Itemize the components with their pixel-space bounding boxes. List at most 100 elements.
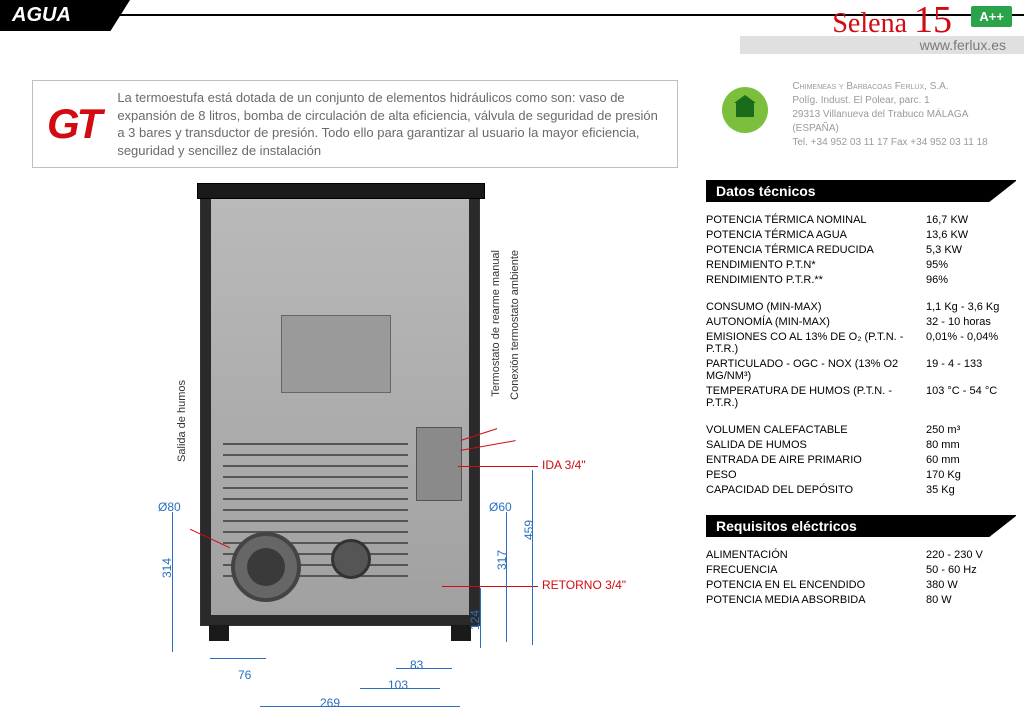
smoke-outlet: [231, 532, 301, 602]
company-info: Chimeneas y Barbacoas Ferlux, S.A. Políg…: [792, 80, 1012, 150]
dim-459: 459: [522, 520, 536, 540]
spec-label: Peso: [706, 469, 926, 481]
spec-row: Potencia en el encendido380 W: [706, 577, 1016, 592]
label-salida-humos: Salida de humos: [176, 380, 188, 462]
product-number: 15: [914, 0, 952, 41]
spec-label: Particulado - OGC - NOX (13% O2 mg/Nm³): [706, 358, 926, 382]
main: Salida de humos Termostato de rearme man…: [0, 180, 1024, 710]
eco-circle-icon: [722, 87, 768, 133]
product-text: Selena: [832, 8, 907, 39]
spec-value: 0,01% - 0,04%: [926, 331, 1016, 355]
spec-label: Alimentación: [706, 549, 926, 561]
spec-label: Potencia térmica reducida: [706, 244, 926, 256]
company-tel: Tel. +34 952 03 11 17 Fax +34 952 03 11 …: [792, 136, 1012, 150]
dim-60: Ø60: [489, 500, 512, 514]
spec-label: Rendimiento P.T.R.**: [706, 274, 926, 286]
spec-row: Particulado - OGC - NOX (13% O2 mg/Nm³)1…: [706, 356, 1016, 383]
elec-table: Alimentación220 - 230 VFrecuencia50 - 60…: [706, 547, 1016, 607]
legs: [201, 625, 479, 641]
callout-ida-line: [458, 466, 538, 467]
spec-label: Potencia media absorbida: [706, 594, 926, 606]
spec-value: 220 - 230 V: [926, 549, 1016, 561]
spec-row: Autonomía (min-max)32 - 10 horas: [706, 314, 1016, 329]
spec-value: 35 Kg: [926, 484, 1016, 496]
spec-value: 380 W: [926, 579, 1016, 591]
spec-label: Capacidad del depósito: [706, 484, 926, 496]
header: AGUA Selena 15 A++ www.ferlux.es: [0, 0, 1024, 42]
spec-value: 50 - 60 Hz: [926, 564, 1016, 576]
spec-label: Rendimiento P.T.N*: [706, 259, 926, 271]
air-inlet: [331, 539, 371, 579]
spec-row: Peso170 Kg: [706, 467, 1016, 482]
device-body: [200, 186, 480, 626]
device-slot: [281, 315, 391, 393]
spec-row: Consumo (min-max)1,1 Kg - 3,6 Kg: [706, 299, 1016, 314]
spec-row: Capacidad del depósito35 Kg: [706, 482, 1016, 497]
spec-value: 60 mm: [926, 454, 1016, 466]
spec-row: Potencia térmica agua13,6 KW: [706, 227, 1016, 242]
data-column: Datos técnicos Potencia térmica nominal1…: [706, 180, 1016, 710]
dim-line-bot3: [360, 688, 440, 689]
spec-label: Consumo (min-max): [706, 301, 926, 313]
tech-table: Potencia térmica nominal16,7 KWPotencia …: [706, 212, 1016, 497]
spec-row: Temperatura de humos (P.T.N. - P.T.R.)10…: [706, 383, 1016, 410]
spec-value: 80 mm: [926, 439, 1016, 451]
device-top: [197, 183, 485, 199]
dim-line-left: [172, 512, 173, 652]
tech-header: Datos técnicos: [706, 180, 1016, 202]
spec-value: 80 W: [926, 594, 1016, 606]
agua-tag: AGUA: [0, 0, 130, 31]
spec-value: 19 - 4 - 133: [926, 358, 1016, 382]
callout-retorno: RETORNO 3/4": [542, 578, 626, 592]
spec-row: Alimentación220 - 230 V: [706, 547, 1016, 562]
spec-label: Frecuencia: [706, 564, 926, 576]
spec-value: 1,1 Kg - 3,6 Kg: [926, 301, 1016, 313]
spec-label: Autonomía (min-max): [706, 316, 926, 328]
spec-row: Potencia media absorbida80 W: [706, 592, 1016, 607]
description-row: GT La termoestufa está dotada de un conj…: [32, 80, 1012, 168]
gt-box: GT La termoestufa está dotada de un conj…: [32, 80, 678, 168]
elec-header: Requisitos eléctricos: [706, 515, 1016, 537]
dim-80: Ø80: [158, 500, 181, 514]
dim-line-right2: [506, 512, 507, 642]
spec-row: Salida de humos80 mm: [706, 437, 1016, 452]
label-termostato-manual: Termostato de rearme manual: [490, 250, 502, 397]
company-name: Chimeneas y Barbacoas Ferlux, S.A.: [792, 80, 1012, 94]
spec-row: Potencia térmica nominal16,7 KW: [706, 212, 1016, 227]
spec-label: Potencia térmica nominal: [706, 214, 926, 226]
dim-line-bot2: [260, 706, 460, 707]
dim-76: 76: [238, 668, 251, 682]
spec-row: Volumen calefactable250 m³: [706, 422, 1016, 437]
company-addr2: 29313 Villanueva del Trabuco MÁLAGA (ESP…: [792, 108, 1012, 136]
spec-row: Emisiones CO al 13% de O₂ (P.T.N. - P.T.…: [706, 329, 1016, 356]
energy-badge: A++: [971, 6, 1012, 27]
gt-logo: GT: [47, 103, 99, 145]
control-panel: [416, 427, 462, 501]
label-termostato-ambiente: Conexión termostato ambiente: [509, 250, 521, 400]
spec-row: Rendimiento P.T.N*95%: [706, 257, 1016, 272]
spec-row: Potencia térmica reducida5,3 KW: [706, 242, 1016, 257]
spec-label: Potencia en el encendido: [706, 579, 926, 591]
spec-value: 103 °C - 54 °C: [926, 385, 1016, 409]
spec-label: Entrada de aire primario: [706, 454, 926, 466]
company-addr1: Políg. Indust. El Polear, parc. 1: [792, 94, 1012, 108]
dim-line-right3: [480, 588, 481, 648]
dim-103: 103: [388, 678, 408, 692]
spec-value: 96%: [926, 274, 1016, 286]
spec-label: Volumen calefactable: [706, 424, 926, 436]
dim-line-bot4: [396, 668, 452, 669]
dim-83: 83: [410, 658, 423, 672]
spec-value: 13,6 KW: [926, 229, 1016, 241]
ecodesign-badge: [716, 80, 775, 140]
dim-line-right1: [532, 470, 533, 645]
spec-label: Emisiones CO al 13% de O₂ (P.T.N. - P.T.…: [706, 331, 926, 355]
spec-row: Rendimiento P.T.R.**96%: [706, 272, 1016, 287]
spec-row: Entrada de aire primario60 mm: [706, 452, 1016, 467]
spec-row: Frecuencia50 - 60 Hz: [706, 562, 1016, 577]
spec-label: Potencia térmica agua: [706, 229, 926, 241]
gt-description: La termoestufa está dotada de un conjunt…: [117, 89, 662, 159]
spec-value: 32 - 10 horas: [926, 316, 1016, 328]
spec-label: Temperatura de humos (P.T.N. - P.T.R.): [706, 385, 926, 409]
spec-value: 170 Kg: [926, 469, 1016, 481]
callout-ida: IDA 3/4": [542, 458, 586, 472]
